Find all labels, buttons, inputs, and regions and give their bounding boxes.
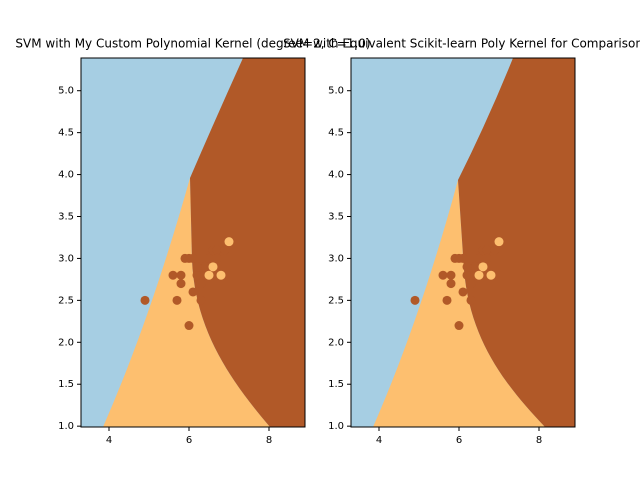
point	[470, 262, 480, 272]
point	[192, 270, 202, 280]
y-tick-label: 4.5	[328, 128, 344, 139]
point	[478, 262, 488, 272]
point	[204, 253, 214, 263]
point	[212, 245, 222, 255]
point	[410, 295, 420, 305]
points	[410, 237, 504, 331]
x-tick-label: 6	[186, 435, 192, 446]
axes-frame	[80, 57, 306, 428]
point	[200, 262, 210, 272]
plot-layer: SVM with My Custom Polynomial Kernel (de…	[15, 37, 640, 447]
x-tick-label: 6	[456, 435, 462, 446]
point	[454, 321, 464, 331]
y-tick-label: 2.0	[328, 337, 344, 348]
decision-regions	[351, 58, 575, 427]
point	[462, 270, 472, 280]
point	[474, 270, 484, 280]
point	[176, 270, 186, 280]
point	[184, 321, 194, 331]
point	[494, 237, 504, 247]
y-tick-label: 3.0	[58, 253, 74, 264]
point	[438, 270, 448, 280]
y-tick-label: 1.5	[58, 379, 74, 390]
point	[466, 279, 476, 289]
y-tick-label: 3.0	[328, 253, 344, 264]
point	[172, 295, 182, 305]
point	[140, 295, 150, 305]
point	[446, 279, 456, 289]
y-tick-label: 3.5	[328, 212, 344, 223]
y-tick-label: 1.0	[328, 421, 344, 432]
point	[212, 253, 222, 263]
point	[442, 295, 452, 305]
point	[188, 253, 198, 263]
y-tick-label: 1.5	[328, 379, 344, 390]
point	[490, 245, 500, 255]
point	[458, 253, 468, 263]
point	[176, 279, 186, 289]
y-tick-label: 5.0	[58, 86, 74, 97]
point	[188, 287, 198, 297]
point	[224, 237, 234, 247]
point	[196, 295, 206, 305]
point	[486, 270, 496, 280]
x-tick-label: 8	[536, 435, 542, 446]
point	[482, 253, 492, 263]
point	[192, 262, 202, 272]
y-tick-label: 4.5	[58, 128, 74, 139]
point	[204, 270, 214, 280]
y-tick-label: 1.0	[58, 421, 74, 432]
x-tick-label: 4	[106, 435, 112, 446]
chart-title: SVM with My Custom Polynomial Kernel (de…	[15, 37, 370, 51]
point	[446, 270, 456, 280]
y-tick-label: 3.5	[58, 212, 74, 223]
y-tick-label: 4.0	[58, 170, 74, 181]
y-tick-label: 5.0	[328, 86, 344, 97]
x-tick-label: 8	[266, 435, 272, 446]
point	[208, 262, 218, 272]
y-tick-label: 2.5	[328, 295, 344, 306]
points	[140, 237, 234, 331]
point	[216, 270, 226, 280]
decision-regions	[81, 58, 305, 427]
point	[474, 253, 484, 263]
point	[482, 245, 492, 255]
point	[466, 295, 476, 305]
x-tick-label: 4	[376, 435, 382, 446]
point	[458, 287, 468, 297]
axes-frame	[350, 57, 576, 428]
y-tick-label: 4.0	[328, 170, 344, 181]
y-tick-label: 2.5	[58, 295, 74, 306]
chart-title: SVM with Equivalent Scikit-learn Poly Ke…	[283, 37, 640, 51]
point	[168, 270, 178, 280]
y-tick-label: 2.0	[58, 337, 74, 348]
point	[196, 279, 206, 289]
point	[220, 245, 230, 255]
point	[462, 262, 472, 272]
